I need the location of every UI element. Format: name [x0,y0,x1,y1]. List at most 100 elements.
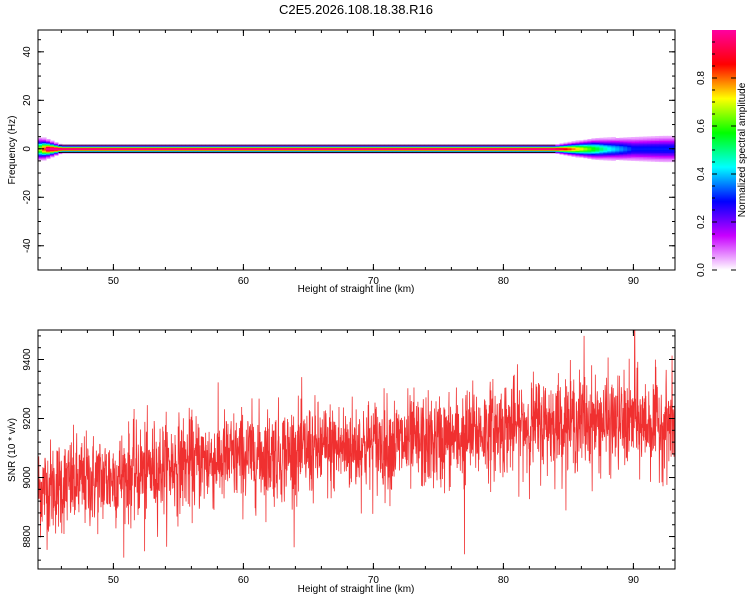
heatmap-cell [571,144,577,146]
heatmap-cell [225,152,230,154]
heatmap-cell [523,149,529,150]
heatmap-cell [364,151,370,153]
heatmap-cell [599,147,604,149]
heatmap-cell [280,151,286,153]
heatmap-cell [49,144,55,146]
heatmap-cell [424,151,429,153]
heatmap-cell [591,142,596,145]
heatmap-cell [663,154,668,157]
heatmap-cell [591,153,596,156]
heatmap-cell [113,145,119,147]
heatmap-cell [225,146,230,147]
heatmap-cell [205,146,210,148]
heatmap-cell [300,145,306,147]
heatmap-cell [109,149,115,150]
heatmap-cell [141,149,147,150]
heatmap-cell [221,151,226,153]
heatmap-cell [324,146,330,148]
heatmap-cell [372,147,377,149]
heatmap-cell [567,145,573,147]
heatmap-cell [591,154,596,157]
heatmap-cell [440,148,445,150]
heatmap-cell [324,146,330,147]
heatmap-cell [45,153,51,156]
heatmap-cell [105,148,111,150]
heatmap-cell [292,146,298,148]
heatmap-cell [312,149,318,151]
heatmap-cell [467,146,473,148]
heatmap-cell [296,150,302,152]
heatmap-cell [619,140,624,143]
heatmap-cell [663,160,668,163]
heatmap-cell [671,157,676,160]
heatmap-cell [320,148,326,150]
heatmap-cell [499,145,505,147]
heatmap-cell [93,147,99,149]
heatmap-cell [53,145,59,147]
heatmap-cell [81,146,87,147]
heatmap-cell [448,148,453,150]
heatmap-cell [623,158,628,161]
heatmap-cell [237,149,242,150]
heatmap-cell [161,146,166,147]
heatmap-cell [89,146,95,147]
heatmap-cell [217,152,222,154]
heatmap-cell [336,146,342,148]
heatmap-cell [45,157,51,159]
heatmap-cell [288,149,294,150]
heatmap-cell [57,146,63,148]
heatmap-cell [372,152,377,154]
heatmap-cell [456,149,461,150]
heatmap-cell [276,150,282,152]
heatmap-cell [105,152,111,154]
heatmap-cell [213,151,218,153]
heatmap-cell [671,152,676,155]
heatmap-cell [475,149,481,150]
heatmap-cell [424,146,429,148]
heatmap-cell [444,149,449,150]
heatmap-cell [555,145,561,147]
heatmap-cell [651,148,656,150]
heatmap-cell [651,155,656,158]
heatmap-cell [368,150,374,152]
heatmap-cell [336,145,342,147]
heatmap-cell [527,148,533,150]
heatmap-cell [61,146,67,148]
heatmap-cell [296,151,302,153]
heatmap-cell [105,147,111,149]
heatmap-cell [117,151,123,153]
heatmap-cell [129,146,135,147]
heatmap-cell [643,150,648,153]
snr-y-axis-label: SNR (10 * v/v) [7,418,18,482]
heatmap-cell [424,148,429,150]
heatmap-cell [555,144,561,146]
heatmap-cell [591,152,596,155]
heatmap-cell [599,155,604,157]
heatmap-cell [161,145,166,147]
heatmap-cell [523,152,529,154]
heatmap-cell [249,149,254,151]
heatmap-cell [173,145,178,147]
heatmap-cell [655,158,660,161]
heatmap-cell [671,149,676,152]
heatmap-cell [109,149,115,151]
heatmap-cell [579,148,585,150]
heatmap-cell [515,145,521,147]
heatmap-cell [304,148,310,150]
heatmap-cell [639,140,644,143]
heatmap-cell [348,148,354,150]
heatmap-cell [229,151,234,153]
heatmap-cell [153,149,159,151]
heatmap-cell [245,148,250,150]
heatmap-cell [567,154,573,156]
heatmap-cell [141,146,147,148]
heatmap-cell [635,156,640,159]
heatmap-cell [344,145,350,147]
heatmap-cell [225,146,230,148]
heatmap-cell [264,149,270,151]
heatmap-cell [260,149,266,150]
heatmap-cell [161,150,166,152]
heatmap-cell [101,145,107,147]
heatmap-cell [149,150,155,152]
heatmap-cell [324,145,330,147]
